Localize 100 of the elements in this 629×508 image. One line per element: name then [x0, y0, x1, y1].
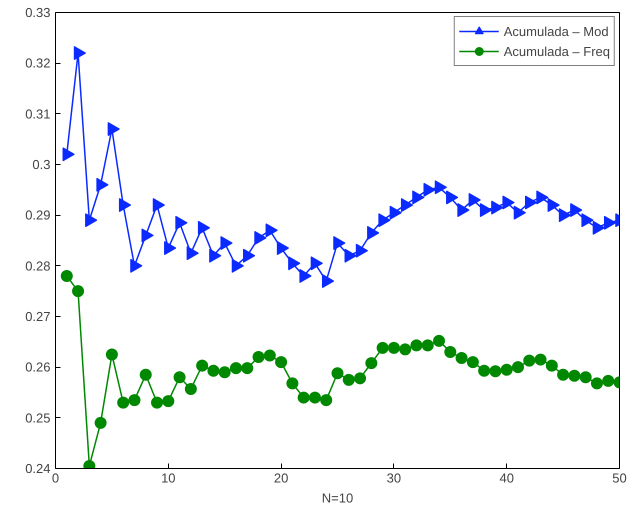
point	[299, 268, 312, 283]
point	[410, 339, 422, 352]
point	[94, 416, 107, 429]
point	[60, 270, 73, 282]
y-tick-label: 0.24	[25, 461, 51, 476]
point	[570, 203, 582, 218]
point	[512, 361, 524, 374]
point	[130, 258, 142, 273]
point	[288, 256, 300, 270]
point	[241, 362, 254, 374]
point	[365, 357, 378, 370]
point	[478, 364, 490, 377]
y-tick-label: 0.26	[25, 360, 51, 375]
y-tick-label: 0.33	[25, 5, 51, 20]
point	[108, 122, 120, 136]
point	[230, 362, 242, 374]
point	[388, 342, 400, 354]
y-tick-label: 0.3	[32, 157, 51, 172]
point	[502, 196, 515, 210]
legend-label: Acumulada – Mod	[504, 24, 609, 38]
point	[456, 352, 468, 364]
point	[96, 178, 109, 192]
y-tick-label: 0.31	[25, 106, 51, 122]
point	[489, 365, 502, 378]
point	[322, 274, 334, 288]
point	[162, 395, 174, 408]
point	[118, 198, 132, 212]
point	[523, 354, 536, 367]
point	[390, 206, 402, 220]
x-tick-label: 30	[386, 470, 402, 486]
point	[354, 372, 366, 384]
point	[514, 206, 526, 220]
point	[151, 396, 164, 409]
x-tick-label: 10	[161, 470, 176, 486]
point	[434, 180, 448, 194]
point	[275, 356, 288, 368]
point	[536, 190, 549, 204]
point	[117, 396, 130, 409]
point	[186, 246, 199, 260]
x-axis-title: N=10	[322, 490, 354, 506]
y-tick-label: 0.27	[25, 309, 51, 324]
point	[557, 368, 570, 381]
point	[332, 367, 344, 380]
point	[310, 256, 323, 270]
point	[534, 354, 547, 366]
point	[548, 198, 560, 212]
point	[344, 248, 357, 263]
y-tick-label: 0.28	[25, 258, 51, 274]
point	[367, 226, 380, 240]
point	[266, 223, 278, 238]
x-tick-label: 50	[612, 470, 627, 486]
point	[174, 371, 186, 384]
point	[196, 360, 208, 372]
point	[184, 382, 197, 395]
point	[286, 377, 298, 390]
point	[525, 196, 538, 210]
x-tick-label: 0	[52, 470, 60, 486]
point	[207, 364, 220, 377]
point	[85, 213, 98, 228]
y-tick-label: 0.32	[25, 56, 51, 71]
x-tick-label: 40	[499, 470, 514, 486]
y-tick-label: 0.25	[25, 410, 51, 426]
point	[423, 182, 436, 197]
point	[568, 370, 580, 382]
point	[140, 368, 152, 381]
point	[491, 200, 504, 215]
point	[500, 364, 513, 376]
point	[198, 220, 210, 235]
point	[412, 190, 424, 204]
legend-label: Acumulada – Freq	[504, 44, 610, 58]
x-tick-label: 20	[274, 470, 288, 486]
point	[333, 236, 346, 250]
point	[232, 258, 244, 273]
point	[444, 346, 456, 358]
point	[480, 203, 492, 218]
point	[308, 392, 321, 404]
point	[466, 356, 479, 368]
point	[468, 192, 481, 207]
point	[152, 198, 166, 212]
point	[106, 348, 118, 360]
point	[264, 350, 276, 362]
point	[558, 208, 572, 222]
point	[276, 241, 290, 256]
point	[457, 203, 470, 218]
point	[320, 394, 332, 406]
point	[546, 360, 558, 372]
point	[376, 342, 389, 354]
point	[580, 371, 592, 384]
point	[74, 46, 86, 60]
point	[72, 285, 84, 298]
point	[399, 343, 412, 356]
point	[378, 213, 391, 228]
point	[62, 147, 75, 162]
point	[298, 392, 310, 404]
point	[220, 236, 233, 250]
point	[164, 241, 176, 256]
point	[356, 244, 368, 258]
y-tick-label: 0.29	[25, 208, 51, 223]
point	[592, 220, 605, 235]
point	[422, 339, 434, 352]
